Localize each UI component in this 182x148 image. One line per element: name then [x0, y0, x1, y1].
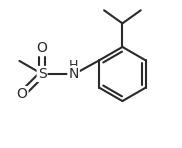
Text: S: S [38, 67, 47, 81]
Text: O: O [17, 87, 27, 101]
Text: O: O [37, 41, 48, 55]
Text: H: H [69, 59, 78, 72]
Text: N: N [68, 67, 79, 81]
